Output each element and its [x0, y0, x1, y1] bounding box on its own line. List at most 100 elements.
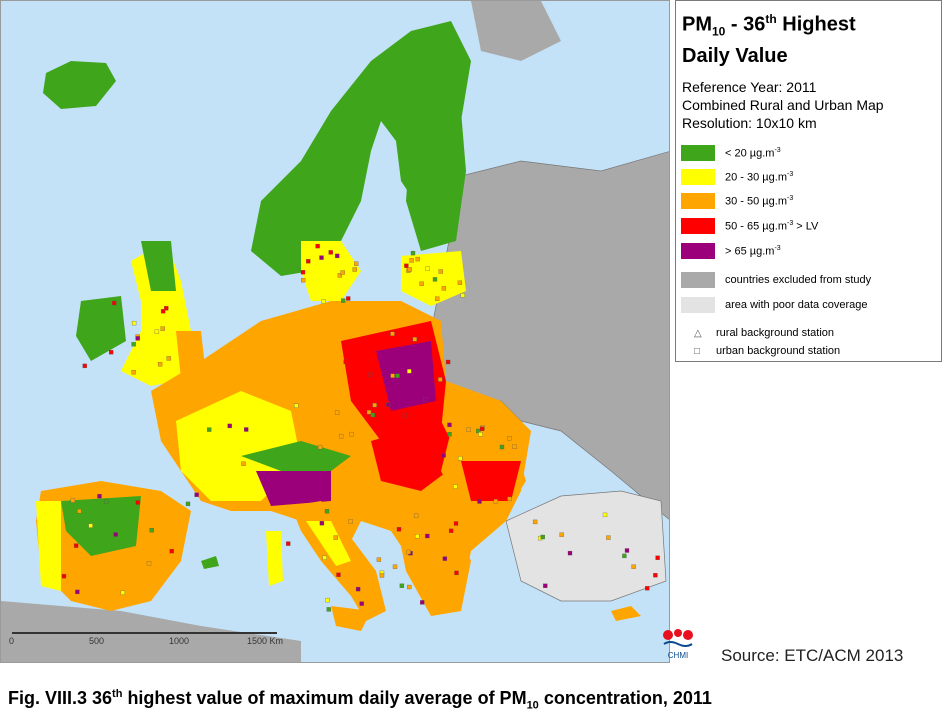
- urban-station-marker: [407, 369, 412, 374]
- pm10-map: 0 500 1000 1500 Km: [0, 0, 670, 663]
- legend-class-3: 30 - 50 µg.m-3: [681, 192, 793, 210]
- swatch-red: [681, 218, 715, 234]
- urban-station-marker: [336, 572, 341, 577]
- class-3-label: 30 - 50 µg.m-3: [725, 194, 794, 208]
- swatch-green: [681, 145, 715, 161]
- urban-station-marker: [453, 484, 458, 489]
- urban-station-marker: [631, 564, 636, 569]
- urban-station-marker: [466, 427, 471, 432]
- urban-station-marker: [606, 535, 611, 540]
- turkey-poor-coverage: [505, 490, 667, 602]
- urban-station-marker: [82, 363, 87, 369]
- scotland: [141, 241, 176, 291]
- urban-station-marker: [622, 553, 627, 559]
- urban-station-marker: [438, 269, 443, 274]
- legend-excluded: countries excluded from study: [681, 271, 871, 289]
- urban-station-marker: [406, 549, 411, 555]
- europe-map-svg: [1, 1, 669, 662]
- urban-station-marker: [376, 557, 382, 562]
- south-sweden: [301, 241, 361, 301]
- source-text: Source: ETC/ACM 2013: [721, 646, 904, 665]
- swatch-orange: [681, 193, 715, 209]
- urban-station-marker: [333, 535, 338, 540]
- urban-station-marker: [447, 432, 452, 437]
- urban-station-marker: [227, 423, 232, 429]
- caption-middle: highest value of maximum daily average o…: [122, 688, 527, 708]
- urban-station-marker: [166, 356, 171, 361]
- urban-station-marker: [390, 331, 395, 336]
- urban-station-marker: [244, 427, 249, 432]
- urban-station-marker: [294, 403, 299, 408]
- urban-station-marker: [453, 521, 459, 526]
- ireland: [76, 296, 126, 361]
- square-icon: □: [694, 345, 701, 357]
- urban-station-marker: [146, 561, 152, 566]
- title-end: Highest: [776, 13, 856, 36]
- legend-class-2: 20 - 30 µg.m-3: [681, 168, 793, 186]
- hungary-red-zone: [371, 421, 461, 491]
- urban-station-marker: [349, 431, 354, 437]
- urban-station-marker: [286, 541, 291, 546]
- urban-station-marker: [447, 422, 452, 428]
- urban-station-marker: [354, 261, 359, 266]
- urban-station-marker: [415, 256, 420, 262]
- urban-station-marker: [478, 432, 483, 437]
- urban-station-marker: [355, 586, 361, 592]
- poland-purple-zone: [376, 341, 436, 411]
- urban-station-marker: [540, 534, 545, 540]
- balkans-greece: [396, 521, 471, 616]
- alps: [241, 441, 351, 471]
- po-valley: [256, 471, 331, 506]
- caption-sub: 10: [526, 699, 539, 712]
- urban-station-marker: [479, 426, 485, 431]
- caption-suffix: concentration, 2011: [538, 688, 712, 708]
- urban-station-marker: [301, 278, 306, 283]
- reference-year: Reference Year: 2011: [682, 78, 817, 95]
- urban-station-marker: [154, 329, 160, 334]
- urban-station-marker: [493, 499, 498, 504]
- urban-station-marker: [157, 362, 163, 367]
- title-line2: Daily Value: [682, 44, 788, 67]
- legend-class-5: > 65 µg.m-3: [681, 242, 781, 260]
- legend-poor-coverage: area with poor data coverage: [681, 296, 867, 314]
- swatch-poor-coverage: [681, 297, 715, 313]
- urban-station-marker: [435, 296, 440, 301]
- urban-station-marker: [328, 250, 333, 255]
- urban-station-marker: [241, 461, 246, 466]
- scale-bar: 0 500 1000 1500 Km: [9, 629, 289, 649]
- urban-station-marker: [348, 519, 353, 524]
- urban-station-marker: [438, 377, 443, 382]
- urban-station-marker: [404, 263, 409, 268]
- urban-station-marker: [410, 250, 416, 256]
- urban-station-marker: [326, 607, 331, 612]
- urban-station-marker: [425, 533, 430, 539]
- scale-tick-1000: 1000: [169, 636, 190, 646]
- urban-station-marker: [409, 258, 414, 263]
- urban-station-marker: [337, 273, 343, 278]
- poor-coverage-label: area with poor data coverage: [725, 299, 868, 311]
- urban-station-marker: [338, 433, 344, 439]
- legend-info: Reference Year: 2011 Combined Rural and …: [682, 78, 941, 132]
- urban-station-marker: [602, 512, 608, 518]
- urban-station-marker: [88, 523, 93, 528]
- urban-station-marker: [395, 373, 400, 378]
- urban-station-marker: [379, 573, 385, 578]
- urban-station-marker: [441, 286, 447, 291]
- urban-station-marker: [341, 298, 346, 303]
- urban-station-label: urban background station: [716, 345, 841, 357]
- urban-station-marker: [624, 548, 630, 553]
- caption-prefix: Fig. VIII.3 36: [8, 688, 113, 708]
- urban-station-marker: [655, 555, 660, 560]
- triangle-icon: △: [694, 327, 702, 339]
- urban-station-marker: [532, 519, 538, 525]
- urban-station-marker: [413, 513, 419, 518]
- urban-station-marker: [458, 456, 463, 461]
- urban-station-marker: [131, 342, 136, 347]
- urban-station-marker: [108, 350, 114, 355]
- excluded-north-africa: [1, 601, 301, 662]
- urban-station-marker: [423, 397, 428, 402]
- caption-sup: th: [112, 688, 123, 700]
- station-markers: [61, 243, 660, 612]
- title-sup: th: [765, 12, 777, 26]
- urban-station-marker: [366, 410, 372, 415]
